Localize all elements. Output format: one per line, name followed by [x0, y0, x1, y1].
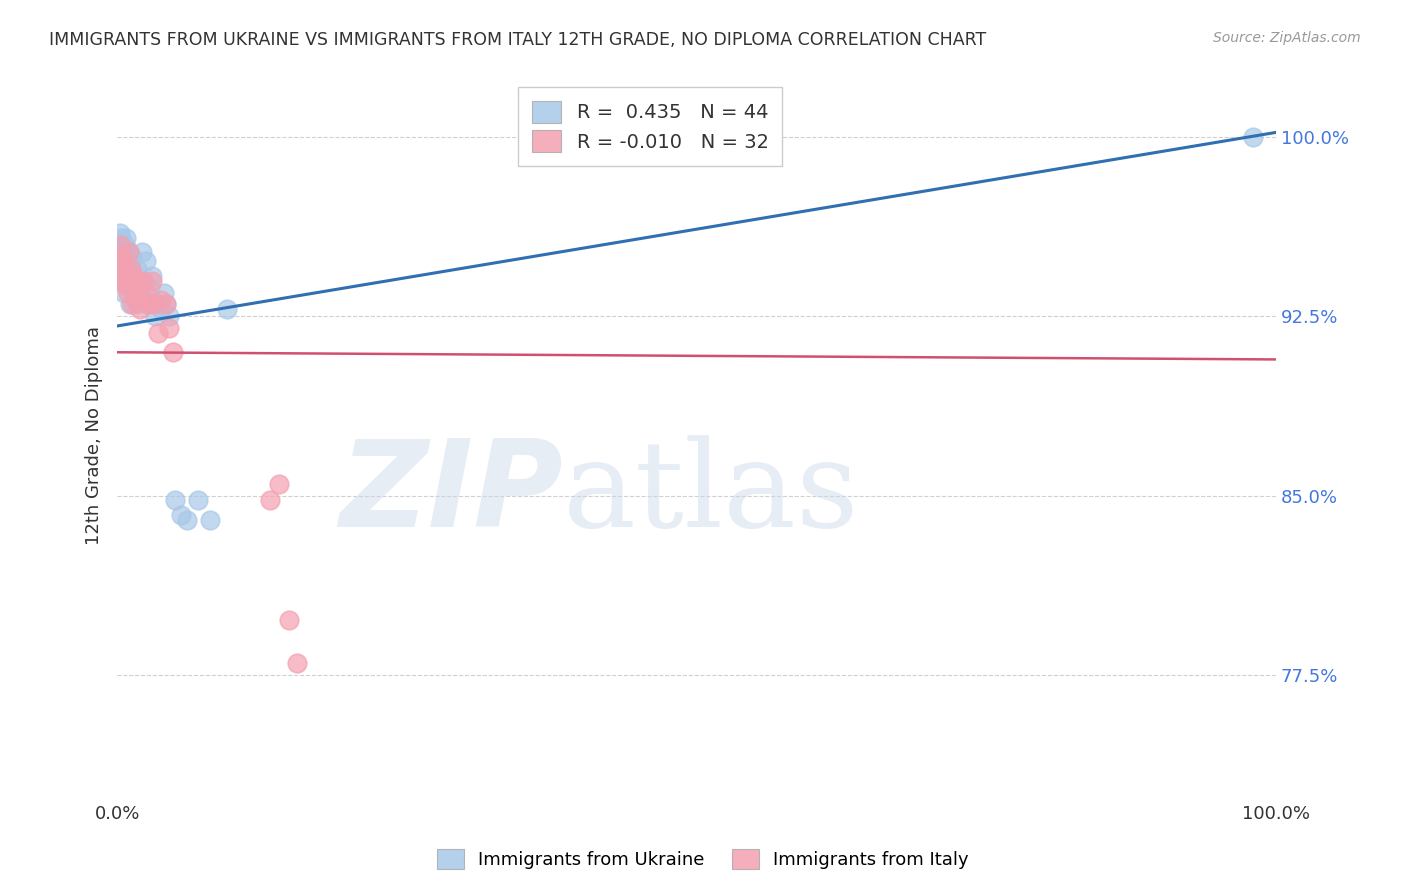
Point	[118, 278, 141, 293]
Point	[269, 476, 291, 491]
Point	[132, 293, 155, 307]
Point	[121, 250, 143, 264]
Point	[285, 656, 308, 670]
Point	[131, 274, 153, 288]
Point	[117, 261, 139, 276]
Point	[110, 230, 132, 244]
Point	[125, 297, 148, 311]
Text: ZIP: ZIP	[340, 434, 564, 552]
Point	[118, 244, 141, 259]
Point	[112, 274, 135, 288]
Point	[118, 274, 141, 288]
Point	[125, 293, 148, 307]
Point	[124, 274, 146, 288]
Point	[146, 326, 169, 340]
Point	[136, 297, 159, 311]
Legend: Immigrants from Ukraine, Immigrants from Italy: Immigrants from Ukraine, Immigrants from…	[427, 839, 979, 879]
Point	[145, 310, 167, 324]
Point	[187, 493, 209, 508]
Point	[1241, 130, 1264, 145]
Point	[108, 226, 131, 240]
Point	[259, 493, 281, 508]
Point	[217, 302, 239, 317]
Point	[122, 268, 145, 283]
Point	[170, 508, 193, 522]
Point	[120, 261, 142, 276]
Point	[114, 278, 136, 293]
Point	[118, 297, 141, 311]
Point	[115, 261, 138, 276]
Point	[135, 285, 157, 300]
Point	[131, 274, 153, 288]
Point	[111, 237, 134, 252]
Point	[117, 285, 139, 300]
Point	[155, 297, 177, 311]
Point	[112, 268, 135, 283]
Point	[198, 512, 221, 526]
Text: IMMIGRANTS FROM UKRAINE VS IMMIGRANTS FROM ITALY 12TH GRADE, NO DIPLOMA CORRELAT: IMMIGRANTS FROM UKRAINE VS IMMIGRANTS FR…	[49, 31, 987, 49]
Point	[150, 293, 173, 307]
Point	[122, 285, 145, 300]
Point	[138, 297, 160, 311]
Point	[110, 254, 132, 268]
Point	[129, 278, 152, 293]
Point	[114, 237, 136, 252]
Text: Source: ZipAtlas.com: Source: ZipAtlas.com	[1213, 31, 1361, 45]
Point	[162, 345, 184, 359]
Point	[112, 285, 135, 300]
Point	[120, 261, 142, 276]
Point	[111, 268, 134, 283]
Point	[121, 297, 143, 311]
Point	[277, 613, 299, 627]
Point	[127, 285, 149, 300]
Point	[138, 281, 160, 295]
Point	[155, 297, 177, 311]
Point	[114, 254, 136, 268]
Point	[165, 493, 187, 508]
Point	[115, 230, 138, 244]
Y-axis label: 12th Grade, No Diploma: 12th Grade, No Diploma	[86, 326, 103, 545]
Point	[108, 237, 131, 252]
Point	[111, 274, 134, 288]
Point	[111, 261, 134, 276]
Point	[124, 278, 146, 293]
Point	[176, 512, 198, 526]
Point	[157, 321, 180, 335]
Point	[141, 268, 163, 283]
Point	[115, 250, 138, 264]
Point	[131, 244, 153, 259]
Point	[111, 250, 134, 264]
Legend: R =  0.435   N = 44, R = -0.010   N = 32: R = 0.435 N = 44, R = -0.010 N = 32	[519, 87, 782, 166]
Point	[111, 250, 134, 264]
Point	[129, 302, 152, 317]
Point	[143, 297, 166, 311]
Point	[127, 285, 149, 300]
Point	[141, 274, 163, 288]
Point	[125, 274, 148, 288]
Point	[152, 285, 174, 300]
Point	[135, 254, 157, 268]
Point	[157, 310, 180, 324]
Point	[125, 261, 148, 276]
Point	[118, 244, 141, 259]
Point	[146, 297, 169, 311]
Point	[150, 302, 173, 317]
Text: atlas: atlas	[564, 434, 860, 552]
